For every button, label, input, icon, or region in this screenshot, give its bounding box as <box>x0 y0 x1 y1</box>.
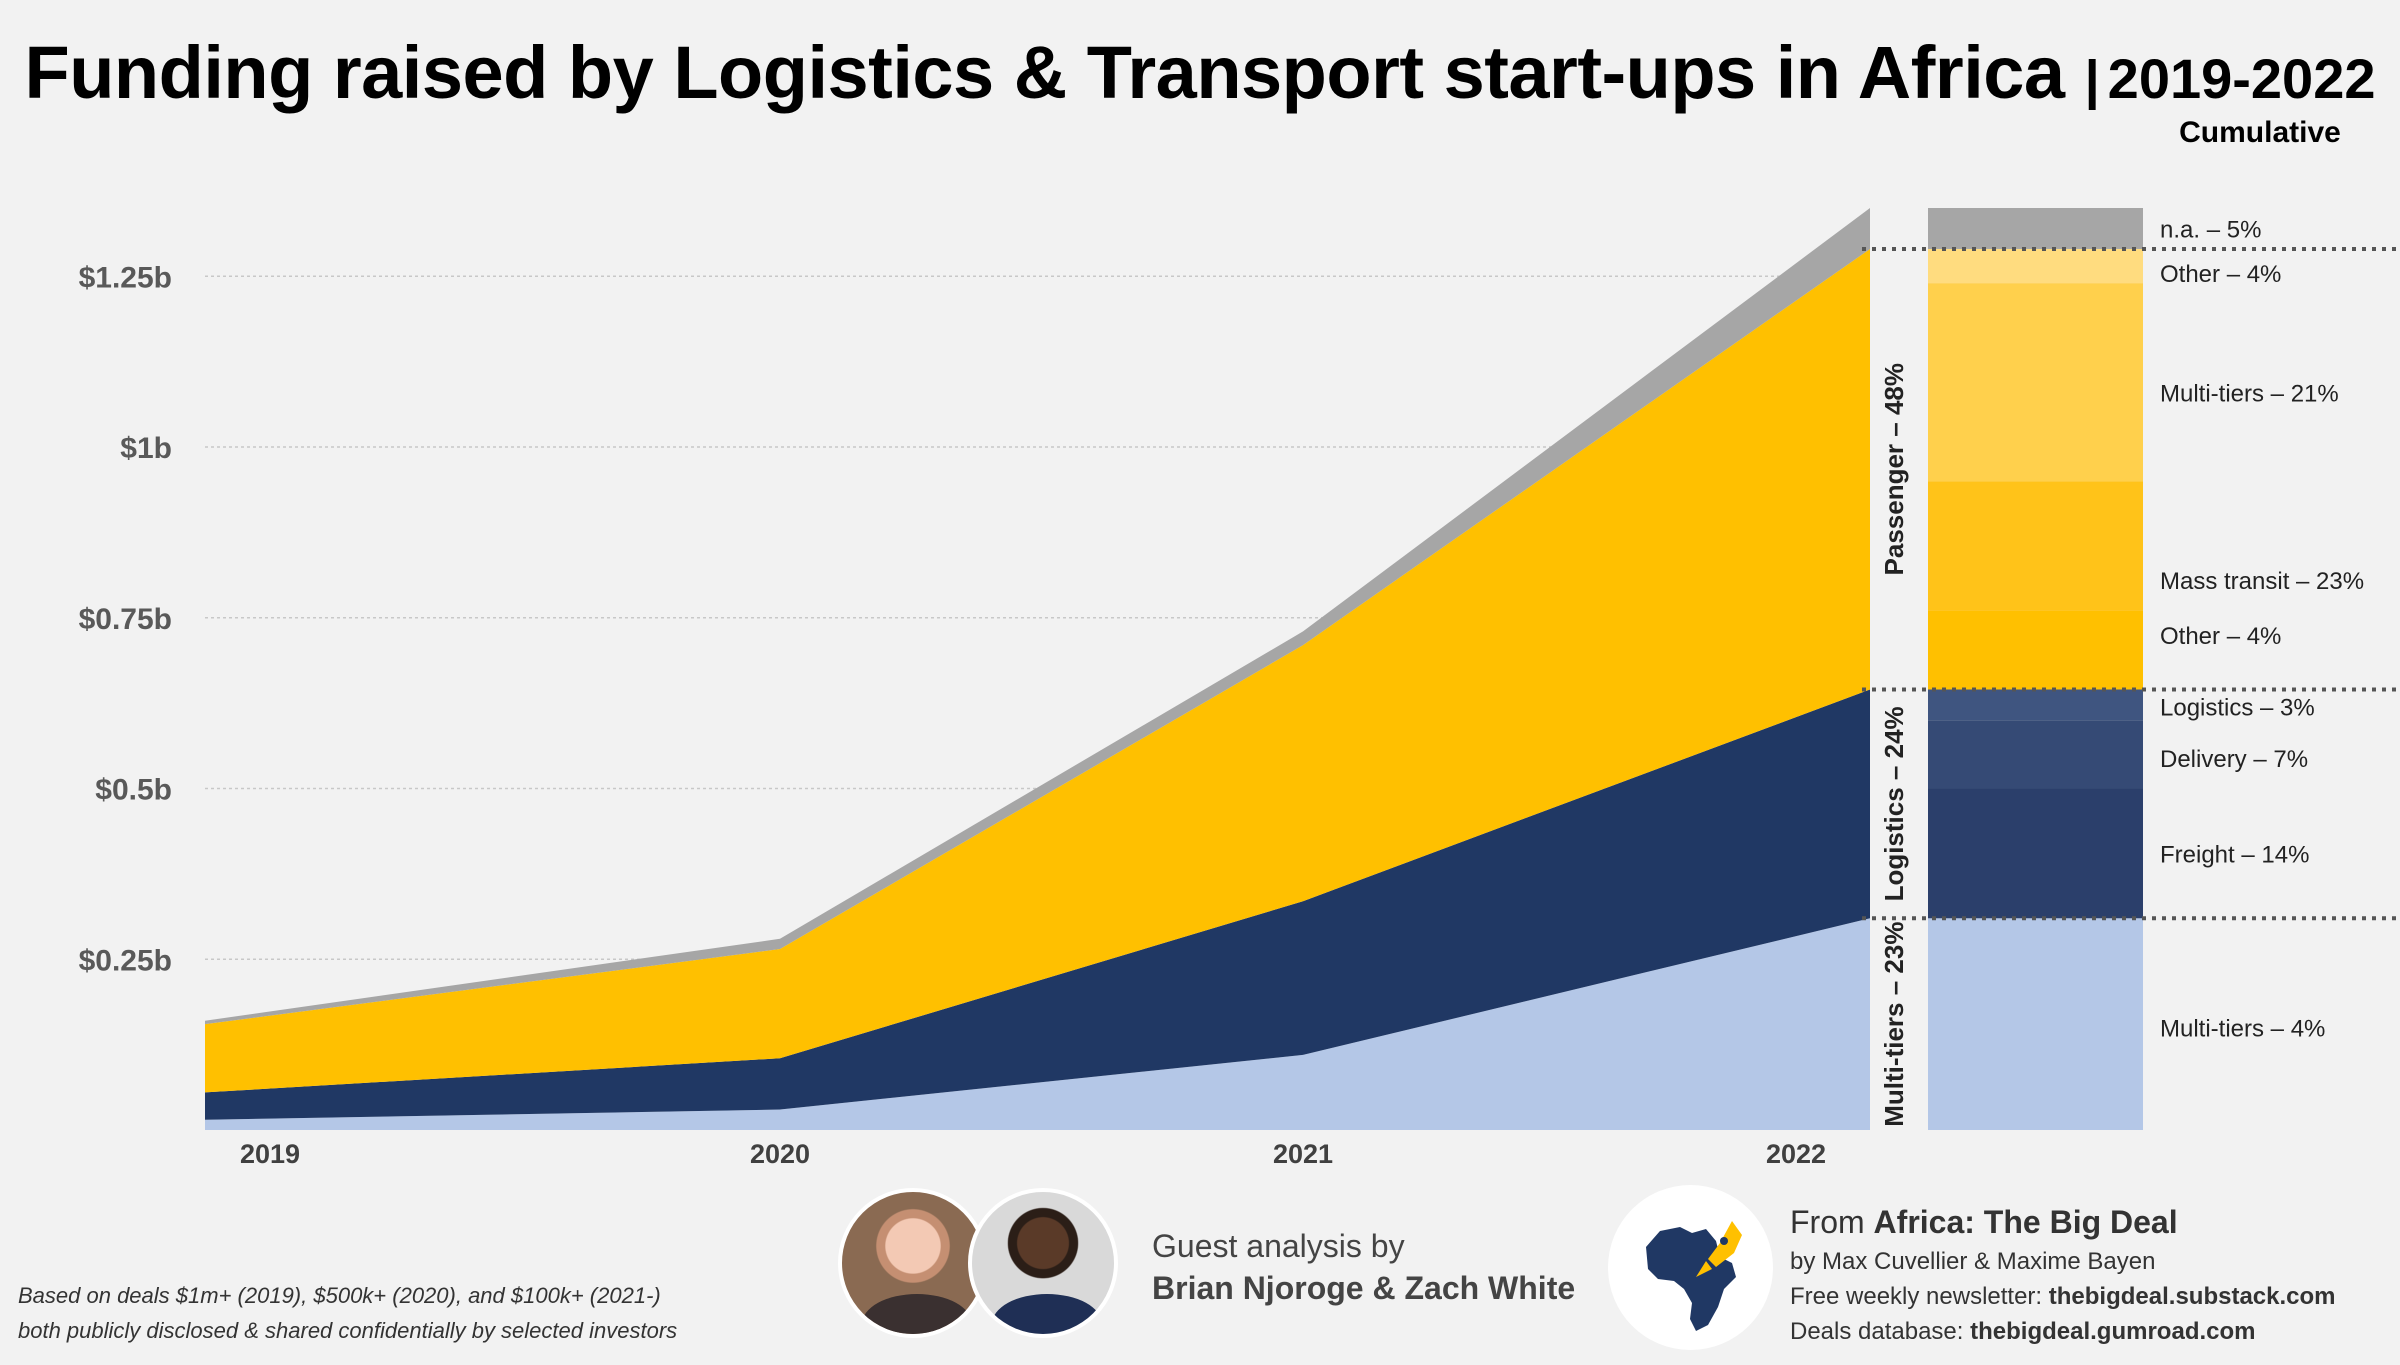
x-tick-label: 2022 <box>1766 1139 1826 1169</box>
cumulative-segment-label: Logistics – 3% <box>2160 695 2315 722</box>
title-main: Funding raised by Logistics & Transport … <box>24 31 2066 114</box>
source-authors: by Max Cuvellier & Maxime Bayen <box>1790 1248 2156 1275</box>
cumulative-segment-label: n.a. – 5% <box>2160 216 2261 243</box>
title-separator: | <box>2084 50 2100 110</box>
area-multi-tiers <box>205 918 1870 1130</box>
group-label: Passenger – 48% <box>1879 363 1909 575</box>
cumulative-segment <box>1928 283 2143 482</box>
footnote-line-1: Based on deals $1m+ (2019), $500k+ (2020… <box>18 1283 661 1308</box>
africa-rocket-logo <box>1608 1185 1773 1350</box>
cumulative-heading: Cumulative <box>2179 116 2341 149</box>
y-tick-label: $0.75b <box>79 603 172 636</box>
cumulative-segment-label: Multi-tiers – 21% <box>2160 380 2339 407</box>
source-block: From Africa: The Big Deal by Max Cuvelli… <box>1790 1200 2336 1349</box>
cumulative-segment <box>1928 689 2143 721</box>
guest-label: Guest analysis by <box>1152 1228 1405 1264</box>
group-label: Multi-tiers – 23% <box>1879 922 1909 1127</box>
cumulative-segment <box>1928 481 2143 611</box>
y-tick-label: $0.5b <box>95 774 172 807</box>
y-tick-label: $0.25b <box>79 944 172 977</box>
cumulative-segment <box>1928 918 2143 1130</box>
cumulative-segment-label: Multi-tiers – 4% <box>2160 1016 2325 1043</box>
footnote-line-2: both publicly disclosed & shared confide… <box>18 1318 678 1343</box>
database-link[interactable]: thebigdeal.gumroad.com <box>1970 1318 2256 1345</box>
cumulative-segment-label: Other – 4% <box>2160 261 2281 288</box>
africa-map-icon <box>1646 1221 1742 1331</box>
footnote: Based on deals $1m+ (2019), $500k+ (2020… <box>18 1278 677 1348</box>
cumulative-segment <box>1928 610 2143 690</box>
cumulative-segment <box>1928 788 2143 919</box>
database-line: Deals database: thebigdeal.gumroad.com <box>1790 1318 2256 1345</box>
x-tick-label: 2020 <box>750 1139 810 1169</box>
x-tick-label: 2021 <box>1273 1139 1333 1169</box>
area-passenger <box>205 248 1870 1093</box>
avatar-guest-1 <box>838 1188 988 1338</box>
cumulative-segment <box>1928 248 2143 284</box>
guest-names: Brian Njoroge & Zach White <box>1152 1270 1576 1306</box>
cumulative-segment <box>1928 208 2143 249</box>
cumulative-segment-label: Freight – 14% <box>2160 841 2309 868</box>
chart-title: Funding raised by Logistics & Transport … <box>0 30 2400 115</box>
cumulative-segment-label: Mass transit – 23% <box>2160 568 2364 595</box>
x-tick-label: 2019 <box>240 1139 300 1169</box>
cumulative-segment-label: Delivery – 7% <box>2160 746 2308 773</box>
newsletter-link[interactable]: thebigdeal.substack.com <box>2048 1283 2336 1310</box>
area-logistics <box>205 689 1870 1120</box>
source-from: From Africa: The Big Deal <box>1790 1204 2178 1240</box>
guest-analysis: Guest analysis by Brian Njoroge & Zach W… <box>1152 1225 1575 1309</box>
source-name: Africa: The Big Deal <box>1873 1204 2178 1240</box>
cumulative-segment <box>1928 720 2143 789</box>
title-years: 2019-2022 <box>2107 47 2376 110</box>
avatar-guest-2 <box>968 1188 1118 1338</box>
group-label: Logistics – 24% <box>1879 706 1909 901</box>
newsletter-line: Free weekly newsletter: thebigdeal.subst… <box>1790 1283 2336 1310</box>
y-tick-label: $1b <box>120 432 172 465</box>
y-tick-label: $1.25b <box>79 261 172 294</box>
cumulative-segment-label: Other – 4% <box>2160 623 2281 650</box>
